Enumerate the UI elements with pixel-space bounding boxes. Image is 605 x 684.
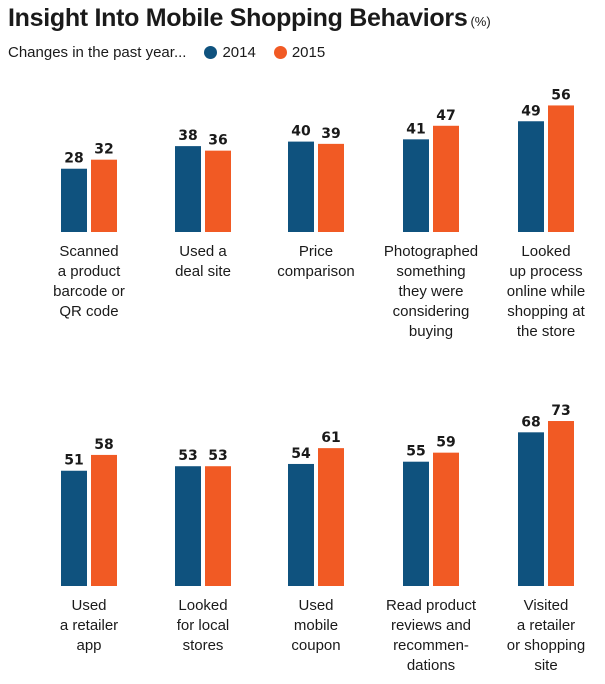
category-label-line: Used [298, 597, 333, 614]
category-label-line: Visited [524, 597, 569, 614]
category-label-panel1-cat4: Photographed something they were considerin… [384, 243, 478, 340]
legend-label-2015: 2015 [291, 44, 326, 61]
category-label-line: shopping at [507, 303, 585, 320]
category-label-panel1-cat3: Price comparison [277, 243, 355, 280]
category-label-line: mobile [294, 617, 338, 634]
data-label-2015-panel1-cat5: 56 [551, 87, 570, 103]
category-label-panel2-cat1: Used a retailer app [60, 597, 118, 654]
category-label-panel2-cat2: Looked for local stores [177, 597, 230, 654]
legend-item-2014: 2014 [204, 44, 256, 61]
bar-2014-panel1-cat1 [61, 168, 87, 232]
bar-2015-panel1-cat3 [318, 143, 344, 232]
category-label-line: reviews and [391, 617, 471, 634]
category-label-line: a retailer [517, 617, 575, 634]
category-label-line: Price [299, 243, 333, 260]
category-label-line: a product [58, 263, 121, 280]
bar-2014-panel2-cat1 [61, 470, 87, 586]
category-label-panel2-cat3: Used mobile coupon [291, 597, 340, 654]
bar-2014-panel2-cat3 [288, 463, 314, 586]
category-label-line: Used a [179, 243, 227, 260]
category-label-line: Looked [178, 597, 227, 614]
bar-2015-panel2-cat4 [433, 452, 459, 586]
data-label-2015-panel1-cat3: 39 [321, 126, 340, 142]
data-label-2015-panel2-cat4: 59 [436, 435, 455, 451]
category-label-panel1-cat1: Scanned a product barcode or QR code [53, 243, 125, 320]
category-label-line: the store [517, 323, 575, 340]
data-label-2015-panel2-cat5: 73 [551, 403, 570, 419]
category-label-line: stores [183, 637, 224, 654]
bar-2014-panel2-cat2 [175, 466, 201, 586]
chart-unit: (%) [470, 14, 491, 29]
data-label-2014-panel2-cat3: 54 [291, 446, 311, 462]
bar-2014-panel2-cat4 [403, 461, 429, 586]
legend-swatch-2014 [204, 46, 218, 59]
category-label-line: recommen- [393, 637, 469, 654]
data-label-2015-panel2-cat1: 58 [94, 437, 113, 453]
data-label-2014-panel1-cat5: 49 [521, 103, 540, 119]
category-label-line: Scanned [59, 243, 118, 260]
category-label-panel2-cat4: Read product reviews and recommen-dations [386, 597, 477, 674]
category-label-panel1-cat2: Used a deal site [175, 243, 231, 280]
category-label-line: or shopping [507, 637, 585, 654]
data-label-2014-panel2-cat5: 68 [521, 414, 540, 430]
bar-2015-panel1-cat1 [91, 159, 117, 232]
category-label-line: for local [177, 617, 230, 634]
category-label-line: site [534, 657, 557, 674]
bar-2015-panel2-cat1 [91, 454, 117, 586]
chart-title: Insight Into Mobile Shopping Behaviors [8, 4, 468, 32]
data-label-2015-panel1-cat1: 32 [94, 142, 113, 158]
bar-2015-panel2-cat2 [205, 466, 231, 586]
data-label-2015-panel2-cat3: 61 [321, 430, 340, 446]
data-label-2014-panel2-cat2: 53 [178, 448, 197, 464]
category-label-panel2-cat5: Visited a retailer or shopping site [507, 597, 585, 674]
category-label-line: Looked [521, 243, 570, 260]
legend-item-2015: 2015 [273, 44, 326, 61]
category-label-line: coupon [291, 637, 340, 654]
bar-2014-panel2-cat5 [518, 432, 544, 586]
bar-2015-panel2-cat5 [548, 421, 574, 586]
legend: Changes in the past year... 2014 2015 [8, 44, 325, 61]
data-label-2014-panel1-cat4: 41 [406, 121, 425, 137]
bar-2015-panel2-cat3 [318, 448, 344, 586]
legend-label-2014: 2014 [222, 44, 256, 61]
category-label-line: deal site [175, 263, 231, 280]
category-label-line: online while [507, 283, 585, 300]
data-label-2014-panel1-cat2: 38 [178, 128, 197, 144]
bar-2015-panel1-cat2 [205, 150, 231, 232]
bar-2014-panel1-cat4 [403, 139, 429, 232]
category-label-panel1-cat5: Looked up process online while shopping at t… [507, 243, 586, 340]
bar-2015-panel1-cat4 [433, 125, 459, 232]
category-label-line: QR code [59, 303, 118, 320]
data-label-2015-panel2-cat2: 53 [208, 448, 227, 464]
chart-subtitle: Changes in the past year... [8, 44, 187, 61]
category-label-line: they were [398, 283, 463, 300]
category-label-line: Read product [386, 597, 477, 614]
data-label-2014-panel1-cat1: 28 [64, 151, 83, 167]
category-label-line: barcode or [53, 283, 125, 300]
category-label-line: app [76, 637, 101, 654]
category-label-line: buying [409, 323, 453, 340]
category-label-line: up process [509, 263, 582, 280]
data-label-2015-panel1-cat2: 36 [208, 133, 227, 149]
data-label-2015-panel1-cat4: 47 [436, 108, 455, 124]
bar-2014-panel1-cat5 [518, 121, 544, 232]
category-label-line: something [396, 263, 465, 280]
category-label-line: a retailer [60, 617, 118, 634]
bar-2015-panel1-cat5 [548, 105, 574, 232]
data-label-2014-panel1-cat3: 40 [291, 124, 311, 140]
data-label-2014-panel2-cat4: 55 [406, 444, 425, 460]
category-label-line: Used [71, 597, 106, 614]
bar-2014-panel1-cat2 [175, 146, 201, 232]
bar-2014-panel1-cat3 [288, 141, 314, 232]
chart-title-line: Insight Into Mobile Shopping Behaviors (%… [8, 4, 491, 33]
legend-swatch-2015 [273, 46, 287, 59]
category-label-line: comparison [277, 263, 355, 280]
category-label-line: Photographed [384, 243, 478, 260]
category-label-line: considering [393, 303, 470, 320]
category-label-line: dations [407, 657, 455, 674]
data-label-2014-panel2-cat1: 51 [64, 453, 83, 469]
